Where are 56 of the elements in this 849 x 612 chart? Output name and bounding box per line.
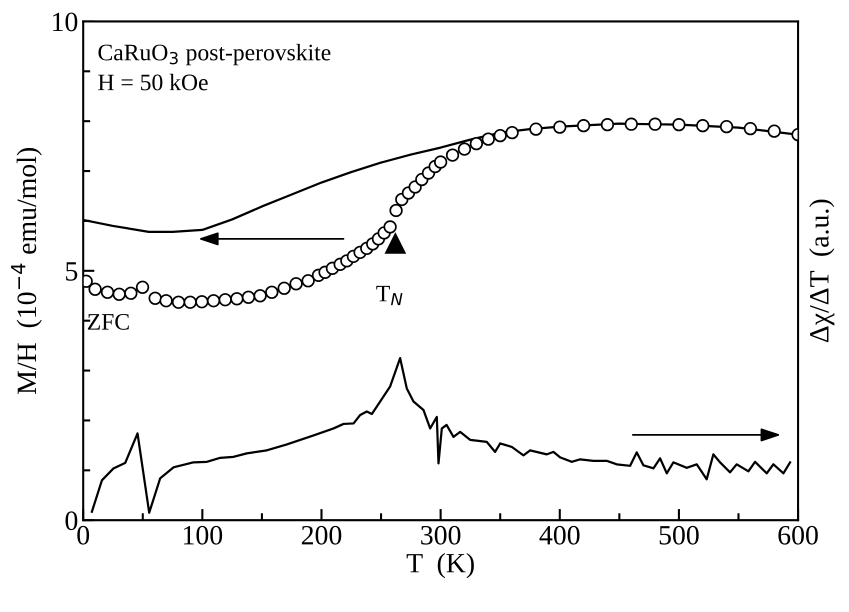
point: [672, 118, 686, 132]
point: [553, 120, 566, 134]
point: [383, 220, 397, 234]
point: [195, 295, 209, 308]
y-tick-label: 10: [53, 12, 78, 32]
point: [505, 126, 519, 140]
point: [242, 290, 256, 304]
x-tick-label: 100: [184, 526, 222, 545]
point: [136, 280, 150, 294]
point: [100, 286, 114, 299]
point: [482, 132, 495, 146]
annotation: H = 50 kOe: [98, 74, 208, 90]
point: [494, 128, 507, 142]
point: [88, 282, 102, 296]
point: [529, 122, 543, 136]
point: [576, 119, 590, 132]
annotation: T$_{N}$: [376, 286, 402, 306]
point: [265, 286, 278, 299]
point: [172, 296, 186, 309]
point: [720, 120, 734, 134]
point: [218, 293, 232, 306]
point: [624, 118, 638, 131]
line-series: [90, 356, 792, 514]
y-axis-title: M/H (10$^{−4}$ emu/mol): [11, 148, 42, 394]
point: [206, 294, 220, 308]
annotation: CaRuO$_{3}$ post-perovskite: [98, 44, 330, 66]
annotation: ZFC: [88, 314, 129, 330]
point: [253, 289, 267, 302]
point: [389, 204, 403, 218]
y-tick-label: 5: [66, 262, 78, 281]
point: [648, 118, 662, 131]
point: [159, 294, 173, 308]
point: [458, 142, 472, 156]
point: [696, 119, 710, 132]
x-axis-title: T (K): [406, 553, 474, 578]
x-tick-label: 500: [660, 526, 699, 545]
x-tick-label: 200: [302, 526, 342, 545]
x-tick-label: 300: [421, 526, 460, 545]
point: [446, 148, 460, 162]
point: [289, 277, 303, 290]
point: [124, 286, 138, 300]
point: [434, 155, 448, 169]
point: [230, 292, 244, 306]
point: [744, 122, 758, 136]
point: [112, 288, 126, 301]
point: [302, 274, 315, 288]
point: [600, 118, 614, 132]
point: [148, 292, 162, 305]
point: [768, 124, 781, 138]
y2-axis-title: Δχ/ΔT (a.u.): [809, 200, 834, 342]
x-tick-label: 400: [539, 526, 580, 545]
x-tick-label: 600: [778, 526, 818, 545]
point: [278, 282, 291, 295]
point: [470, 136, 484, 150]
point: [184, 296, 197, 309]
y-tick-label: 0: [66, 511, 78, 530]
